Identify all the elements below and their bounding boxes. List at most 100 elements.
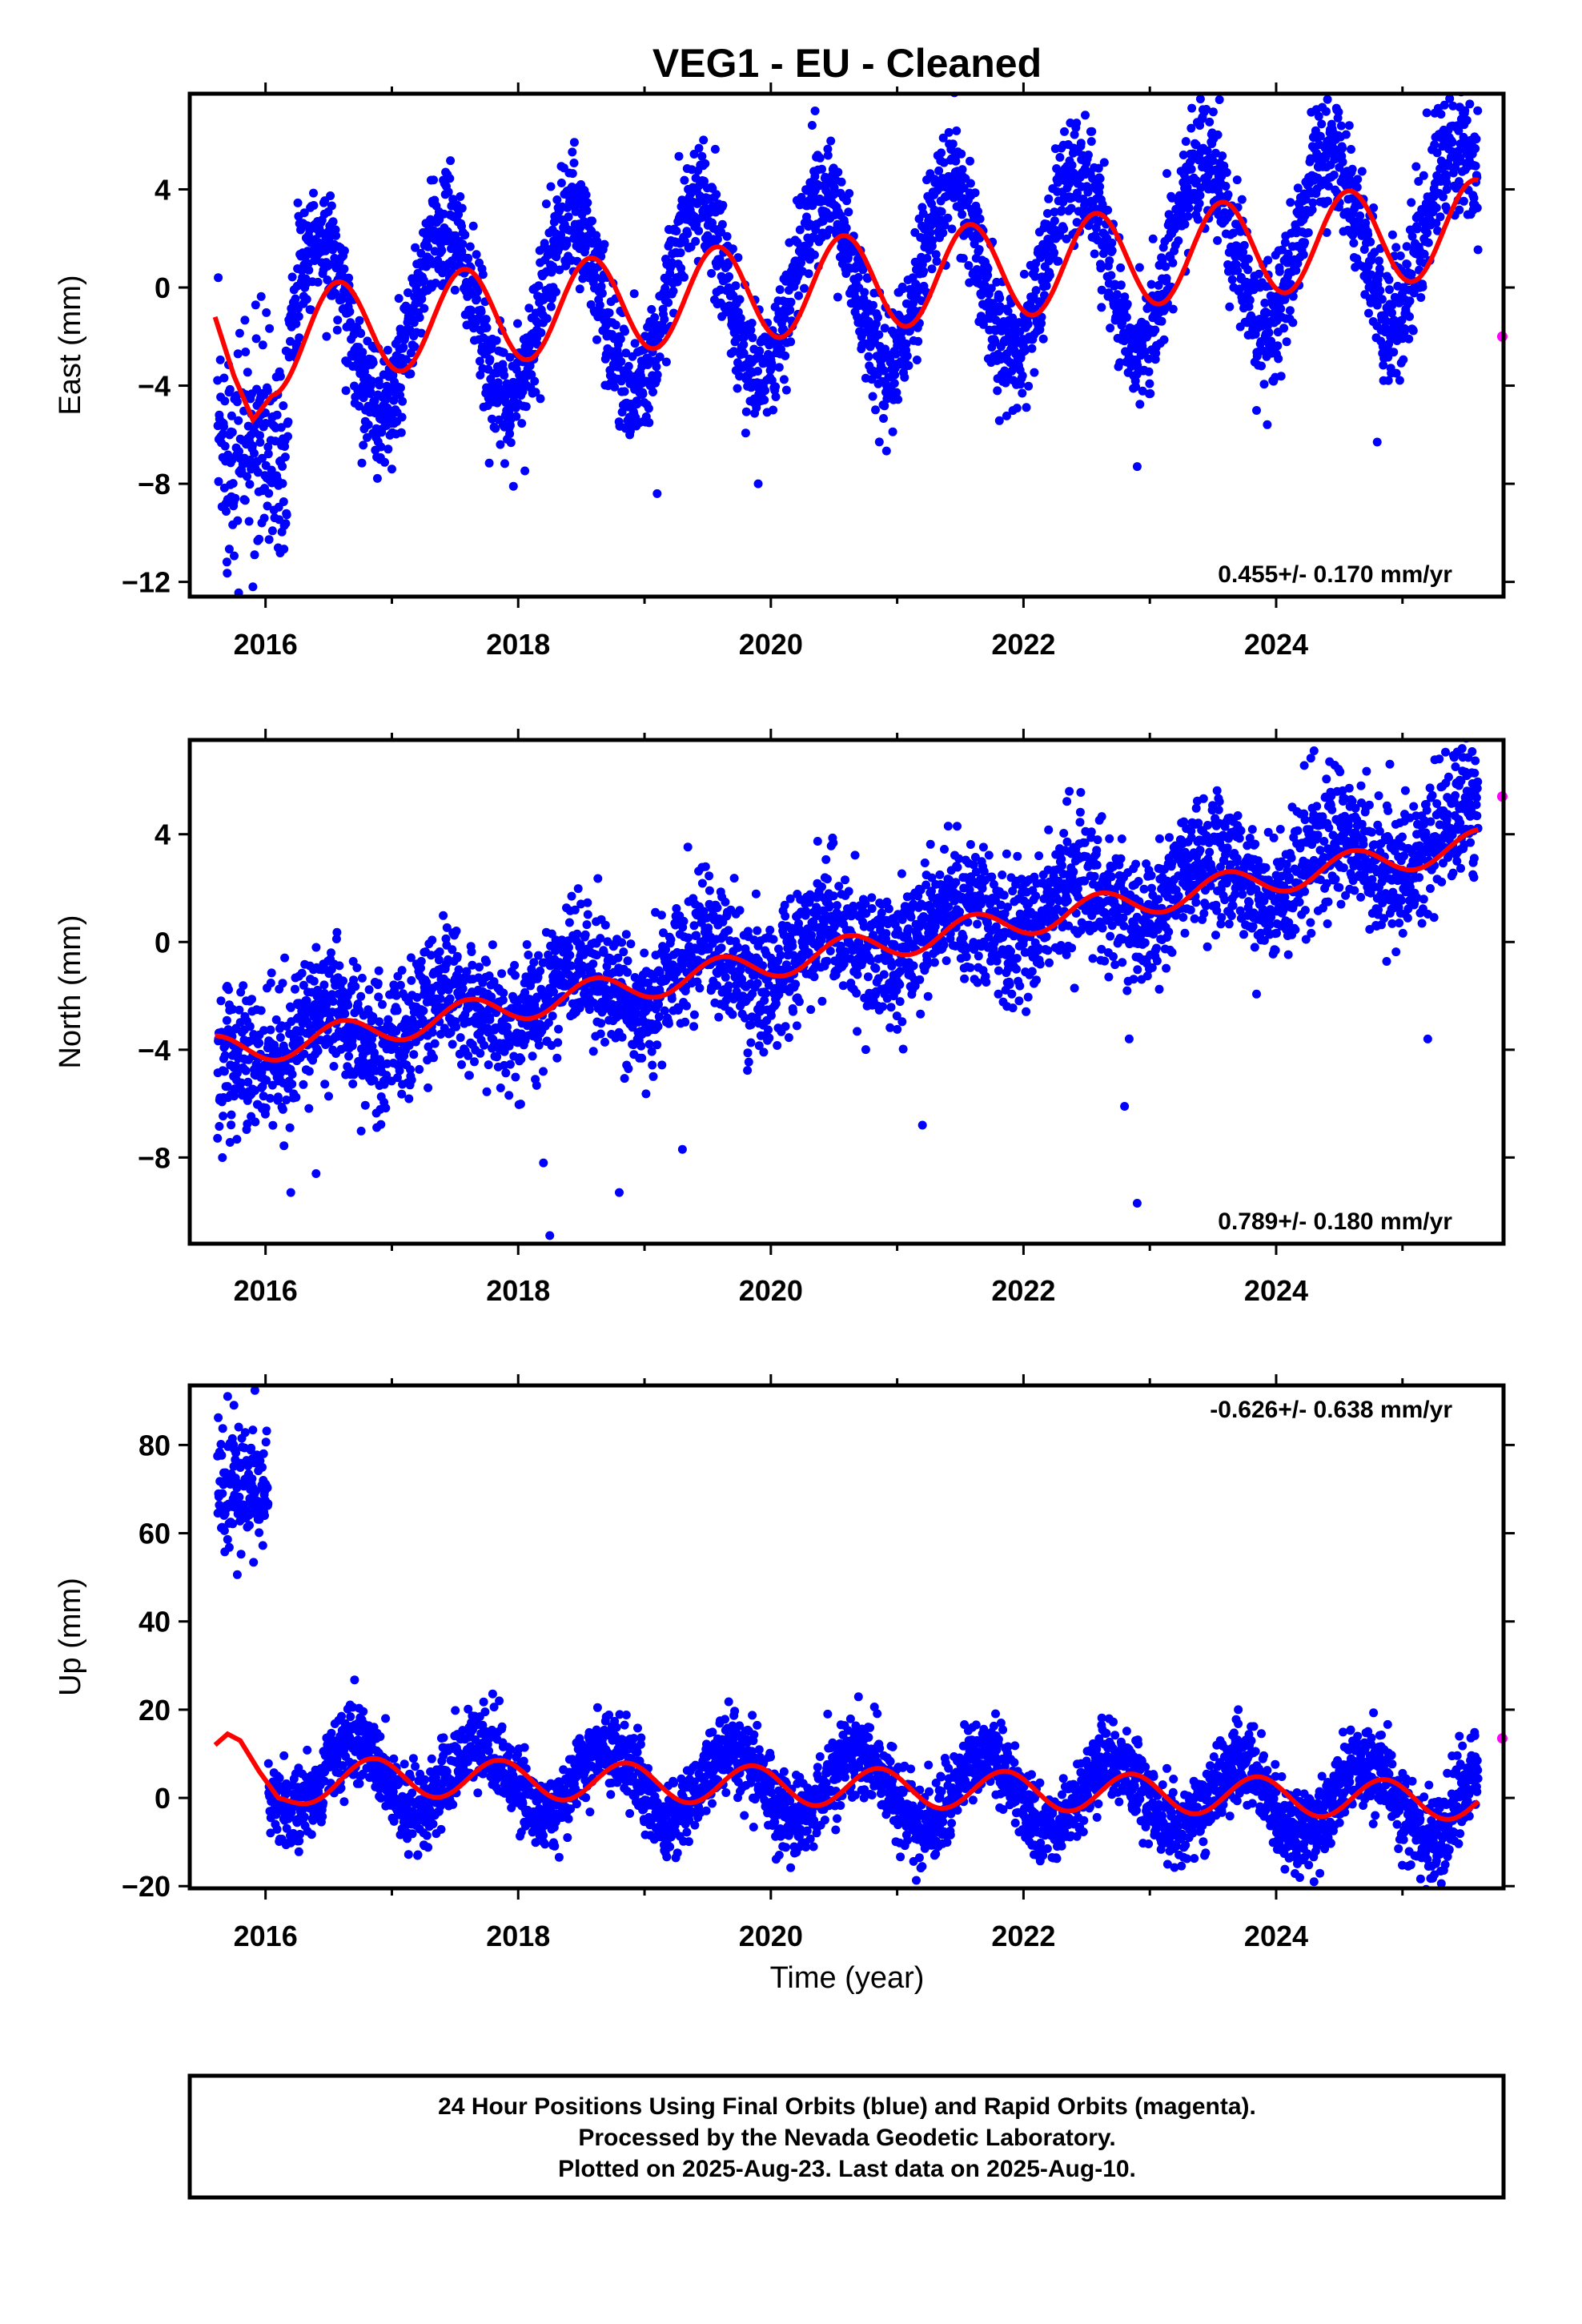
north-data-point — [224, 985, 233, 995]
east-data-point — [396, 428, 406, 437]
east-data-point — [1387, 300, 1397, 310]
east-data-point — [1462, 115, 1472, 125]
north-data-point — [656, 911, 666, 920]
east-data-point — [1066, 203, 1076, 213]
east-data-point — [344, 273, 354, 283]
east-data-point — [375, 380, 384, 390]
east-data-point — [829, 190, 839, 199]
east-data-point — [1442, 178, 1452, 187]
east-data-point — [1355, 211, 1365, 220]
east-data-point — [548, 262, 558, 271]
east-data-point — [966, 179, 975, 188]
north-data-point — [278, 1104, 287, 1114]
east-data-point — [263, 449, 273, 459]
north-data-point — [482, 1087, 492, 1096]
east-data-point — [1252, 406, 1261, 415]
east-data-point — [864, 316, 873, 326]
north-data-point — [392, 1006, 402, 1015]
east-data-point — [1145, 379, 1154, 388]
east-data-point — [1389, 348, 1399, 357]
north-data-point — [497, 969, 507, 979]
east-data-point — [660, 315, 669, 324]
east-data-point — [263, 442, 273, 452]
east-data-point — [568, 147, 577, 157]
east-data-point — [1255, 269, 1263, 279]
north-data-point — [376, 1120, 386, 1129]
north-data-point — [215, 1122, 224, 1131]
east-data-point — [1060, 127, 1069, 136]
east-data-point — [900, 372, 909, 382]
east-data-point — [219, 373, 229, 383]
east-data-point — [1338, 157, 1347, 167]
north-data-point — [291, 984, 299, 994]
east-data-point — [1059, 224, 1069, 234]
east-data-point — [807, 121, 817, 130]
east-data-point — [1418, 282, 1427, 292]
east-data-point — [264, 489, 274, 498]
east-data-point — [1357, 167, 1367, 176]
east-data-point — [496, 440, 505, 449]
east-data-point — [1257, 361, 1266, 371]
east-data-point — [1291, 266, 1301, 275]
east-data-point — [293, 198, 303, 207]
east-data-point — [501, 398, 511, 408]
east-data-point — [889, 379, 899, 388]
east-data-point — [717, 219, 727, 229]
east-data-point — [1050, 207, 1059, 217]
north-data-point — [430, 1039, 440, 1048]
north-data-point — [220, 1051, 230, 1060]
east-data-point — [223, 569, 232, 578]
east-data-point — [556, 179, 566, 187]
east-data-point — [1280, 295, 1290, 304]
north-data-point — [504, 1091, 514, 1100]
east-data-point — [1430, 140, 1439, 150]
east-data-point — [230, 551, 239, 561]
north-data-point — [660, 1006, 669, 1015]
east-data-point — [1219, 161, 1229, 171]
north-data-point — [548, 1011, 557, 1021]
east-data-point — [926, 228, 935, 237]
east-data-point — [505, 352, 515, 362]
east-data-point — [629, 289, 639, 299]
east-data-point — [1227, 275, 1237, 284]
east-data-point — [1018, 371, 1027, 380]
north-data-point — [554, 1024, 563, 1034]
east-data-point — [1218, 151, 1227, 161]
east-data-point — [1195, 199, 1204, 208]
east-data-point — [1262, 308, 1271, 318]
east-data-point — [1280, 238, 1290, 247]
east-data-point — [1122, 312, 1131, 322]
north-data-point — [374, 992, 383, 1002]
y-tick-label: −12 — [122, 566, 171, 599]
north-data-point — [357, 973, 367, 983]
east-data-point — [888, 427, 897, 436]
east-data-point — [429, 175, 438, 185]
east-data-point — [680, 236, 689, 246]
east-data-point — [1045, 271, 1054, 280]
north-data-point — [373, 979, 383, 988]
north-data-point — [261, 1104, 271, 1112]
east-data-point — [901, 339, 911, 348]
east-data-point — [1195, 191, 1205, 200]
north-data-point — [528, 1051, 537, 1061]
north-data-point — [415, 1064, 424, 1074]
east-data-point — [777, 344, 785, 354]
east-data-point — [1295, 203, 1304, 213]
east-data-point — [1184, 203, 1194, 213]
east-data-point — [227, 411, 236, 420]
east-data-point — [1167, 193, 1177, 203]
east-data-point — [1286, 198, 1295, 207]
east-data-point — [632, 400, 642, 409]
east-data-point — [220, 441, 230, 451]
east-data-point — [1307, 205, 1317, 215]
east-data-point — [1452, 79, 1460, 88]
east-data-point — [542, 314, 552, 324]
north-data-point — [576, 899, 586, 909]
east-data-point — [1361, 219, 1371, 227]
north-data-point — [532, 1080, 541, 1090]
east-data-point — [1083, 151, 1093, 159]
north-data-point — [452, 1022, 461, 1031]
east-data-point — [341, 386, 351, 396]
north-data-point — [304, 1104, 314, 1113]
north-data-point — [528, 967, 537, 977]
